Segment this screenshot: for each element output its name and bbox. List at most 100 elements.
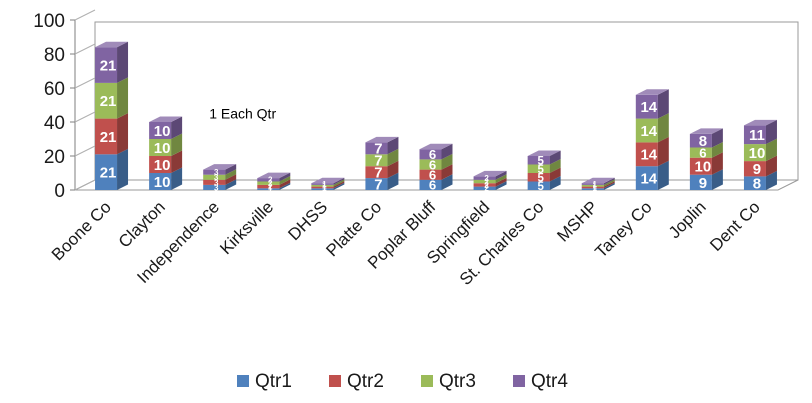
bar-segment-side (495, 170, 507, 180)
legend-label: Qtr4 (531, 371, 568, 392)
legend-label: Qtr3 (439, 371, 476, 392)
bar-stack (149, 116, 183, 190)
bar-segment-front (473, 186, 496, 190)
bar-segment-side (333, 182, 345, 190)
bar-segment-front (311, 184, 334, 187)
bar-segment-side (495, 181, 507, 190)
bar-segment-front (311, 186, 334, 189)
legend-swatch (329, 375, 341, 387)
bar-segment-side (387, 172, 399, 190)
y-tick-depth-line (74, 111, 96, 123)
bar-stack (743, 119, 777, 190)
bar-stack (581, 177, 615, 190)
bar-segment-front (257, 188, 280, 190)
bar-segment-front (473, 179, 496, 184)
data-label: 1 (322, 183, 327, 192)
bar-segment-front (419, 169, 442, 180)
bar-top (257, 172, 291, 179)
bar-segment-front (257, 184, 280, 189)
data-label: 10 (154, 123, 171, 140)
data-label: 8 (753, 176, 761, 193)
bar-segment-side (279, 182, 291, 190)
bar-segment-front (635, 118, 658, 143)
bar-segment-front (635, 142, 658, 167)
data-label: 6 (429, 167, 436, 182)
bar-segment-side (279, 176, 291, 185)
bar-segment-front (419, 179, 442, 190)
annotation-text: 1 Each Qtr (209, 106, 276, 122)
data-label: 7 (374, 166, 382, 182)
bar-segment-side (603, 179, 615, 187)
y-tick-label: 40 (44, 113, 65, 134)
bar-segment-side (333, 177, 345, 185)
bar-segment-front (689, 147, 712, 158)
bar-segment-front (149, 139, 172, 156)
bar-stack (527, 150, 561, 190)
data-label: 8 (699, 133, 707, 150)
data-label: 5 (537, 181, 544, 193)
data-label: 14 (640, 99, 657, 116)
y-axis: 0 20 40 60 80 100 (33, 9, 96, 202)
bar-segment-front (581, 188, 604, 190)
legend-swatch (237, 375, 249, 387)
bar-segment-side (225, 179, 237, 190)
bar-segment-front (689, 174, 712, 190)
bar-segment-front (95, 154, 118, 190)
category-label: Kirksville (216, 197, 277, 258)
bar-segment-side (171, 150, 183, 173)
bar-stack (95, 41, 129, 190)
bar-segment-front (95, 118, 118, 155)
y-tick-label: 100 (33, 11, 65, 32)
bar-segment-front (473, 176, 496, 180)
data-label: 3 (214, 173, 219, 182)
legend-label: Qtr1 (255, 371, 292, 392)
data-label: 9 (753, 161, 761, 178)
bar-segment-front (149, 173, 172, 190)
bar-stack (203, 164, 237, 190)
bar-segment-front (149, 122, 172, 139)
bar-segment-side (603, 182, 615, 190)
data-label: 10 (695, 159, 712, 176)
bar-segment-side (171, 133, 183, 156)
data-label: 21 (100, 57, 117, 74)
bar-segment-front (635, 166, 658, 190)
bar-top (311, 177, 345, 184)
bar-segment-side (333, 181, 345, 189)
data-label: 1 (322, 185, 327, 194)
bar-stack (257, 172, 291, 190)
bar-segment-front (419, 149, 442, 160)
bar-segment-side (603, 181, 615, 189)
bar-segment-side (495, 174, 507, 184)
bar-segment-side (657, 136, 669, 167)
y-tick-label: 20 (44, 147, 65, 168)
data-label: 10 (154, 140, 171, 157)
bar-segment-side (117, 113, 129, 155)
data-label: 21 (100, 93, 117, 110)
data-label: 6 (429, 178, 436, 193)
data-label: 7 (374, 177, 382, 193)
bar-stack (473, 170, 507, 190)
bar-segment-front (581, 184, 604, 187)
category-label: Clayton (115, 197, 169, 251)
bar-segment-side (117, 148, 129, 190)
data-label: 2 (268, 179, 273, 188)
data-label: 3 (214, 178, 219, 187)
bar-segment-front (689, 157, 712, 175)
bar-segment-side (765, 170, 777, 190)
bar-segment-side (603, 177, 615, 185)
bar-segment-side (117, 41, 129, 83)
bar-stack (365, 136, 399, 190)
bar-segment-front (311, 183, 334, 185)
bar-segment-front (527, 173, 550, 182)
data-label: 14 (640, 147, 657, 164)
bar-segment-side (495, 177, 507, 187)
bar-top (203, 164, 237, 170)
bar-segment-front (203, 179, 226, 185)
data-label: 2 (484, 177, 489, 186)
bar-segment-front (257, 178, 280, 182)
legend-item: Qtr1 (237, 371, 292, 392)
data-label: 11 (749, 127, 765, 144)
